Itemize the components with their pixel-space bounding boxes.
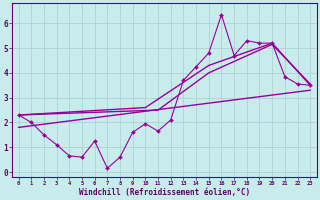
X-axis label: Windchill (Refroidissement éolien,°C): Windchill (Refroidissement éolien,°C) <box>79 188 250 197</box>
